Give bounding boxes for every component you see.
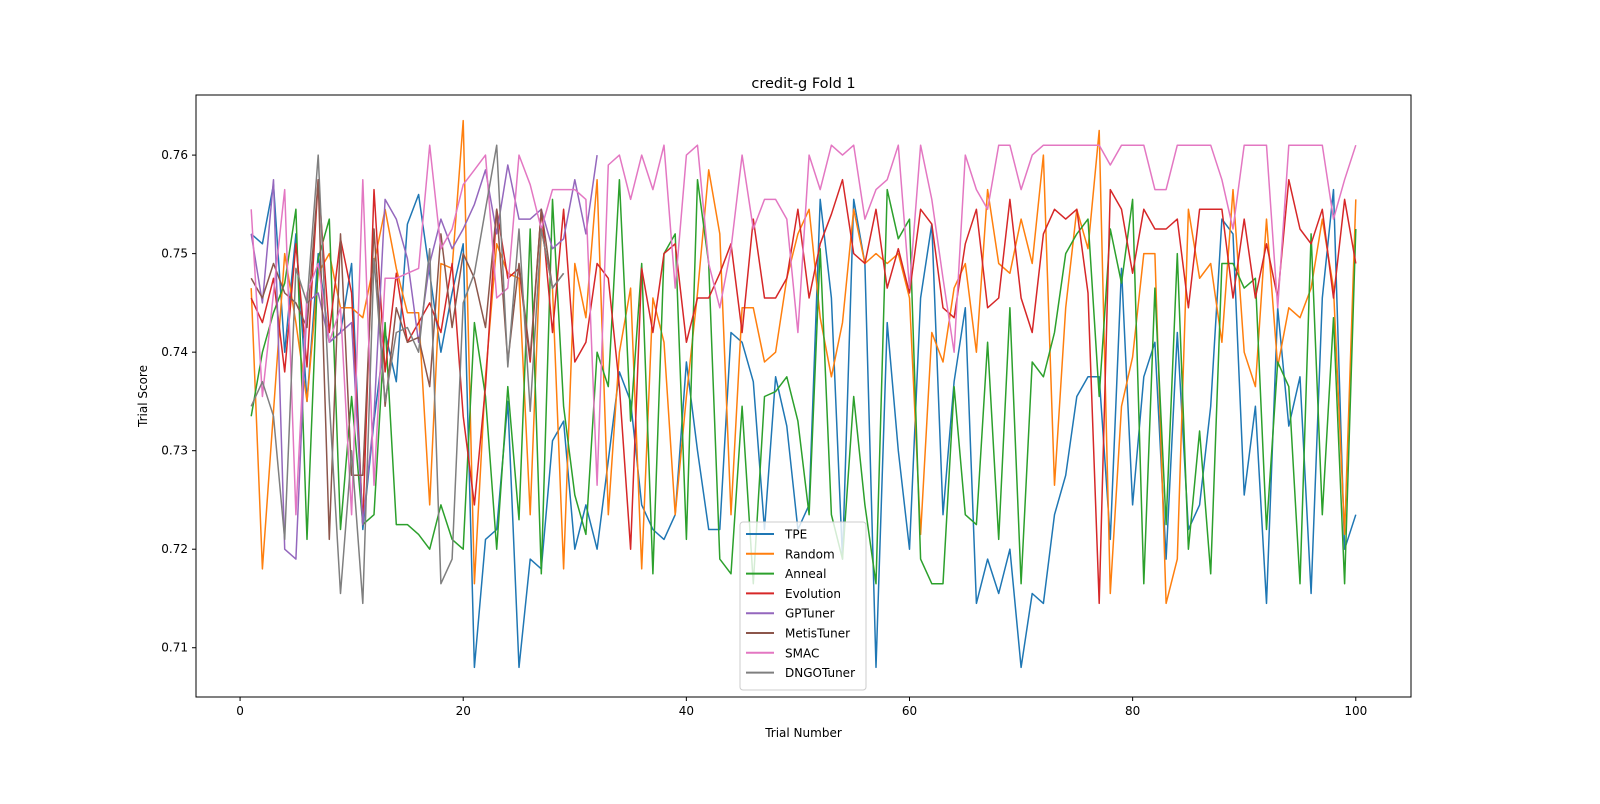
x-tick-label: 100 [1344,704,1367,718]
y-tick-label: 0.71 [161,641,188,655]
series-line-random [250,119,1357,605]
chart-title: credit-g Fold 1 [751,76,855,92]
series-line-smac [250,144,1357,516]
legend-item-smac: SMAC [746,646,819,660]
x-tick-label: 40 [679,704,694,718]
plot-frame [195,94,1412,698]
y-axis: 0.71 0.72 0.73 0.74 0.75 0.76 [161,148,196,655]
legend-item-evolution: Evolution [746,587,841,601]
series-line-dngotuner [250,144,565,605]
y-tick-label: 0.73 [161,444,188,458]
legend-box [739,521,867,691]
legend: TPE Random Anneal Evolution GPTuner MetisTune… [739,521,867,691]
legend-label: TPE [784,528,807,542]
x-tick-label: 0 [236,704,244,718]
y-tick-label: 0.74 [161,345,188,359]
series-lines [250,119,1357,669]
legend-label: Evolution [785,587,841,601]
series-line-anneal [250,178,1357,585]
legend-item-anneal: Anneal [746,567,827,581]
legend-label: MetisTuner [785,627,850,641]
y-axis-label: Trial Score [136,365,150,428]
x-tick-label: 80 [1125,704,1140,718]
x-axis: 0 20 40 60 80 100 [236,697,1367,718]
y-tick-label: 0.76 [161,148,188,162]
legend-item-dngotuner: DNGOTuner [746,666,855,680]
legend-label: SMAC [785,646,819,660]
x-tick-label: 60 [902,704,917,718]
legend-label: Anneal [785,567,827,581]
legend-label: DNGOTuner [785,666,855,680]
legend-item-metistuner: MetisTuner [746,627,850,641]
y-tick-label: 0.75 [161,247,188,261]
legend-item-random: Random [746,547,835,561]
x-axis-label: Trial Number [764,726,842,740]
x-tick-label: 20 [456,704,471,718]
legend-item-gptuner: GPTuner [746,607,835,621]
legend-label: Random [785,547,835,561]
legend-label: GPTuner [785,607,835,621]
y-tick-label: 0.72 [161,542,188,556]
legend-item-tpe: TPE [746,528,807,542]
